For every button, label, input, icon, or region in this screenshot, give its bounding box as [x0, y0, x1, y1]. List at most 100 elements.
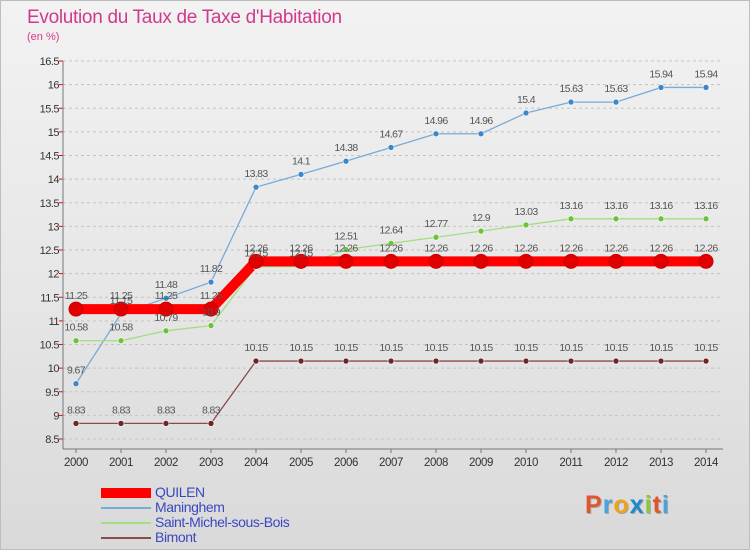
y-tick-label: 13.5	[40, 198, 60, 210]
logo-letter: o	[613, 491, 630, 519]
x-tick-label: 2005	[289, 457, 313, 469]
data-label-maninghem: 15.4	[517, 94, 536, 106]
data-point-quilen	[293, 253, 309, 269]
data-label-maninghem: 14.96	[469, 115, 493, 127]
data-label-quilen: 12.26	[244, 242, 268, 254]
data-label-maninghem: 15.63	[604, 83, 628, 95]
data-label-saint-michel-sous-bois: 13.16	[559, 200, 583, 212]
legend-item-saint-michel-sous-bois: Saint-Michel-sous-Bois	[101, 514, 401, 530]
chart-title: Evolution du Taux de Taxe d'Habitation	[27, 7, 342, 28]
x-tick-label: 2003	[199, 457, 223, 469]
x-tick-label: 2000	[64, 457, 88, 469]
logo-letter: P	[585, 491, 603, 519]
data-label-quilen: 11.25	[200, 290, 223, 302]
data-label-maninghem: 11.15	[110, 295, 133, 307]
x-tick-label: 2010	[514, 457, 538, 469]
data-point-quilen	[428, 253, 444, 269]
data-label-maninghem: 15.94	[649, 68, 673, 80]
data-point-saint-michel-sous-bois	[207, 322, 215, 329]
y-tick-label: 10.5	[40, 340, 60, 352]
data-point-saint-michel-sous-bois	[432, 233, 440, 241]
data-label-saint-michel-sous-bois: 12.15	[289, 248, 313, 260]
data-point-quilen	[698, 253, 714, 269]
data-point-maninghem	[297, 171, 305, 178]
data-label-bimont: 10.15	[514, 342, 538, 354]
data-label-quilen: 12.26	[694, 242, 718, 254]
y-tick-label: 10	[48, 363, 60, 375]
data-label-quilen: 12.26	[334, 242, 358, 254]
data-point-maninghem	[522, 109, 530, 117]
data-point-bimont	[612, 357, 620, 365]
data-label-maninghem: 13.83	[244, 168, 268, 180]
data-point-maninghem	[387, 144, 395, 151]
data-label-maninghem: 14.38	[334, 142, 358, 154]
data-label-bimont: 10.15	[694, 342, 718, 354]
data-label-quilen: 12.26	[604, 242, 628, 254]
data-point-saint-michel-sous-bois	[477, 227, 485, 235]
data-label-quilen: 11.25	[110, 290, 133, 302]
x-tick-label: 2002	[154, 457, 178, 469]
x-tick-label: 2014	[694, 457, 719, 469]
chart-subtitle: (en %)	[27, 31, 60, 43]
data-point-saint-michel-sous-bois	[702, 215, 710, 223]
y-tick-label: 16.5	[40, 56, 60, 68]
data-label-bimont: 8.83	[67, 404, 86, 416]
logo-letter: t	[652, 491, 662, 519]
legend-label: Bimont	[155, 529, 197, 545]
data-label-saint-michel-sous-bois: 13.16	[694, 200, 718, 212]
x-tick-label: 2008	[424, 457, 448, 469]
x-tick-label: 2001	[109, 457, 133, 469]
proxiti-logo: Proxiti	[585, 491, 670, 520]
y-tick-label: 11	[49, 316, 60, 328]
data-point-bimont	[207, 420, 215, 427]
data-point-quilen	[158, 301, 174, 317]
data-label-saint-michel-sous-bois: 10.9	[202, 307, 221, 319]
data-label-quilen: 11.25	[65, 290, 88, 302]
data-label-saint-michel-sous-bois: 12.51	[334, 231, 358, 243]
x-tick-label: 2013	[649, 457, 673, 469]
data-point-quilen	[518, 253, 534, 269]
logo-letter: x	[629, 491, 645, 519]
y-tick-label: 15.5	[40, 103, 60, 115]
data-point-bimont	[522, 357, 530, 365]
x-tick-label: 2011	[559, 457, 582, 469]
data-point-bimont	[567, 357, 575, 365]
data-point-maninghem	[72, 380, 80, 388]
data-label-bimont: 10.15	[334, 342, 358, 354]
data-point-maninghem	[252, 183, 260, 191]
data-point-quilen	[338, 253, 354, 269]
data-label-quilen: 12.26	[469, 242, 493, 254]
data-point-saint-michel-sous-bois	[657, 215, 665, 223]
x-tick-label: 2007	[379, 457, 403, 469]
data-point-saint-michel-sous-bois	[162, 327, 170, 335]
data-label-bimont: 10.15	[424, 342, 448, 354]
logo-letter: r	[602, 491, 614, 519]
x-tick-label: 2004	[244, 457, 269, 469]
data-point-saint-michel-sous-bois	[387, 240, 395, 247]
data-label-maninghem: 14.67	[379, 128, 403, 140]
legend-label: Saint-Michel-sous-Bois	[155, 514, 290, 530]
x-tick-label: 2006	[334, 457, 358, 469]
legend: QUILEN Maninghem Saint-Michel-sous-Bois Bim…	[101, 484, 401, 545]
data-point-saint-michel-sous-bois	[72, 337, 80, 345]
y-tick-label: 14	[48, 174, 60, 186]
data-point-bimont	[432, 357, 440, 365]
legend-swatch	[101, 488, 151, 498]
data-point-maninghem	[567, 98, 575, 106]
data-label-maninghem: 14.1	[292, 155, 311, 167]
y-tick-label: 12	[48, 269, 60, 281]
data-point-bimont	[72, 420, 80, 427]
data-label-saint-michel-sous-bois: 12.77	[424, 218, 448, 230]
data-point-maninghem	[477, 130, 485, 138]
data-label-maninghem: 15.94	[694, 68, 718, 80]
data-label-bimont: 10.15	[469, 342, 493, 354]
data-point-bimont	[162, 420, 170, 427]
y-tick-label: 15	[48, 127, 60, 139]
y-tick-label: 12.5	[40, 245, 60, 257]
data-label-saint-michel-sous-bois: 10.58	[109, 322, 133, 334]
y-tick-label: 11.5	[40, 292, 59, 304]
y-tick-label: 8.5	[45, 434, 59, 446]
data-point-bimont	[297, 357, 305, 365]
data-label-quilen: 12.26	[289, 242, 313, 254]
data-label-maninghem: 11.48	[155, 279, 178, 291]
